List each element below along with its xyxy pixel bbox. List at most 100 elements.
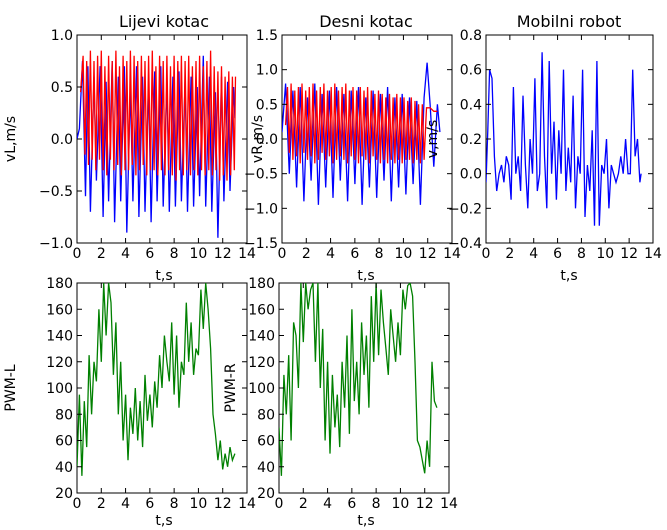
y-tick-label-pwml: 40	[55, 460, 73, 476]
y-tick-label-pwml: 160	[46, 302, 73, 318]
x-tick-label-lijevi: 0	[73, 246, 82, 262]
series-line-desni-red	[284, 83, 438, 164]
y-tick-label-desni: 0.5	[256, 97, 278, 113]
x-tick-label-lijevi: 2	[97, 246, 106, 262]
x-tick-label-pwml: 8	[170, 496, 179, 512]
title-robot: Mobilni robot	[517, 12, 622, 31]
x-tick-label-pwmr: 4	[323, 496, 332, 512]
x-tick-label-robot: 6	[553, 246, 562, 262]
x-tick-label-desni: 6	[350, 246, 359, 262]
y-tick-label-desni: 0.0	[256, 132, 278, 148]
series-line-lijevi-red	[79, 50, 237, 181]
y-tick-label-pwml: 180	[46, 276, 73, 292]
y-tick-label-pwml: 20	[55, 486, 73, 502]
x-tick-label-lijevi: 6	[145, 246, 154, 262]
y-tick-label-robot: 0.6	[460, 63, 482, 79]
x-tick-label-robot: 4	[529, 246, 538, 262]
y-tick-label-desni: 1.5	[256, 28, 278, 44]
x-tick-label-pwml: 14	[238, 496, 256, 512]
y-tick-label-pwmr: 40	[257, 460, 275, 476]
x-tick-label-pwml: 10	[190, 496, 208, 512]
y-tick-label-robot: −0.2	[448, 201, 482, 217]
x-tick-label-robot: 14	[644, 246, 662, 262]
x-tick-label-lijevi: 14	[238, 246, 256, 262]
y-tick-label-robot: −0.4	[448, 236, 482, 252]
x-tick-label-lijevi: 12	[214, 246, 232, 262]
ylabel-pwmr: PWM-R	[223, 363, 239, 412]
y-tick-label-lijevi: −1.0	[39, 236, 73, 252]
y-tick-label-lijevi: 0.5	[51, 80, 73, 96]
x-tick-label-lijevi: 10	[190, 246, 208, 262]
y-tick-label-desni: −1.5	[244, 236, 278, 252]
frame-robot	[485, 34, 654, 244]
series-line-pwml-green	[77, 283, 236, 476]
x-tick-label-pwmr: 2	[299, 496, 308, 512]
x-tick-label-robot: 0	[482, 246, 491, 262]
series-line-pwmr-green	[279, 283, 438, 476]
x-tick-label-lijevi: 4	[121, 246, 130, 262]
panel-pwml: 0 2 4 6 8 10 12 14 20 40 60 80 100 120 140 160 180 t,s P…	[3, 276, 256, 529]
y-tick-label-desni: −1.0	[244, 201, 278, 217]
plot-area-desni: 0 2 4 6 8 10 12 14 −1.5 −1.0 −0.5 0.0 0.5 1.0 1.5	[244, 28, 461, 262]
x-tick-label-robot: 8	[577, 246, 586, 262]
x-tick-label-pwml: 4	[121, 496, 130, 512]
y-tick-label-pwml: 140	[46, 329, 73, 345]
y-tick-label-desni: 1.0	[256, 63, 278, 79]
ylabel-lijevi: vL,m/s	[3, 116, 19, 162]
y-tick-label-robot: 0.2	[460, 132, 482, 148]
y-tick-label-pwml: 100	[46, 381, 73, 397]
xlabel-pwmr: t,s	[357, 513, 374, 529]
x-tick-label-pwml: 12	[214, 496, 232, 512]
xlabel-pwml: t,s	[155, 513, 172, 529]
x-tick-label-robot: 10	[596, 246, 614, 262]
y-tick-label-pwml: 120	[46, 355, 73, 371]
y-tick-label-pwmr: 160	[248, 302, 275, 318]
y-tick-label-pwml: 80	[55, 407, 73, 423]
panel-robot: Mobilni robot 0 2 4 6 8 10 12 14−0.4−0.20.00.20…	[425, 12, 662, 284]
ylabel-pwml: PWM-L	[3, 364, 19, 411]
y-tick-label-pwmr: 140	[248, 329, 275, 345]
plot-area-robot: 0 2 4 6 8 10 12 14 −0.4 −0.2 0.0 0.2 0.4 0.6 0.8	[448, 28, 662, 262]
y-tick-label-pwmr: 60	[257, 434, 275, 450]
x-tick-label-pwml: 6	[145, 496, 154, 512]
x-tick-label-desni: 0	[278, 246, 287, 262]
y-tick-label-pwmr: 20	[257, 486, 275, 502]
x-tick-label-desni: 14	[443, 246, 461, 262]
x-tick-label-desni: 10	[395, 246, 413, 262]
x-tick-label-robot: 2	[505, 246, 514, 262]
plot-area-pwmr: 0 2 4 6 8 10 12 14 20 40 60 80 100 120 140 160 180	[248, 276, 458, 512]
y-tick-label-desni: −0.5	[244, 167, 278, 183]
x-tick-label-pwml: 2	[97, 496, 106, 512]
plot-area-lijevi: 0 2 4 6 8 10 12 14 −1.0 −0.5 0.0 0.5 1.0	[39, 28, 256, 262]
title-desni: Desni kotac	[319, 12, 413, 31]
x-tick-label-pwmr: 8	[372, 496, 381, 512]
y-tick-label-pwmr: 120	[248, 355, 275, 371]
y-tick-label-pwml: 60	[55, 434, 73, 450]
title-lijevi: Lijevi kotac	[119, 12, 209, 31]
xlabel-robot: t,s	[560, 268, 577, 284]
x-tick-label-pwmr: 6	[347, 496, 356, 512]
y-tick-label-pwmr: 180	[248, 276, 275, 292]
x-tick-label-robot: 12	[620, 246, 638, 262]
panel-desni: Desni kotac 0 2 4 6 8 10 12 14 −1.5 −1.0 −0.5 0.0 0.…	[244, 12, 461, 284]
x-tick-label-desni: 4	[326, 246, 335, 262]
x-tick-label-pwmr: 12	[416, 496, 434, 512]
panel-lijevi: Lijevi kotac 0 2 4 6 8 10 12 14 −1.0 −0.5 0.0 0.5 1.…	[3, 12, 256, 284]
ylabel-desni: vR,m/s	[250, 115, 266, 163]
y-tick-label-lijevi: 1.0	[51, 28, 73, 44]
y-tick-label-lijevi: 0.0	[51, 132, 73, 148]
y-tick-label-pwmr: 100	[248, 381, 275, 397]
plot-area-pwml: 0 2 4 6 8 10 12 14 20 40 60 80 100 120 140 160 180	[46, 276, 256, 512]
y-tick-label-robot: 0.4	[460, 97, 482, 113]
x-tick-label-desni: 12	[419, 246, 437, 262]
y-tick-label-robot: 0.0	[460, 167, 482, 183]
xlabel-desni: t,s	[357, 268, 374, 284]
y-tick-label-lijevi: −0.5	[39, 184, 73, 200]
x-tick-label-pwmr: 14	[440, 496, 458, 512]
x-tick-label-pwml: 0	[73, 496, 82, 512]
x-tick-label-desni: 2	[302, 246, 311, 262]
x-tick-label-desni: 8	[375, 246, 384, 262]
ylabel-robot: v,m/s	[425, 120, 441, 158]
